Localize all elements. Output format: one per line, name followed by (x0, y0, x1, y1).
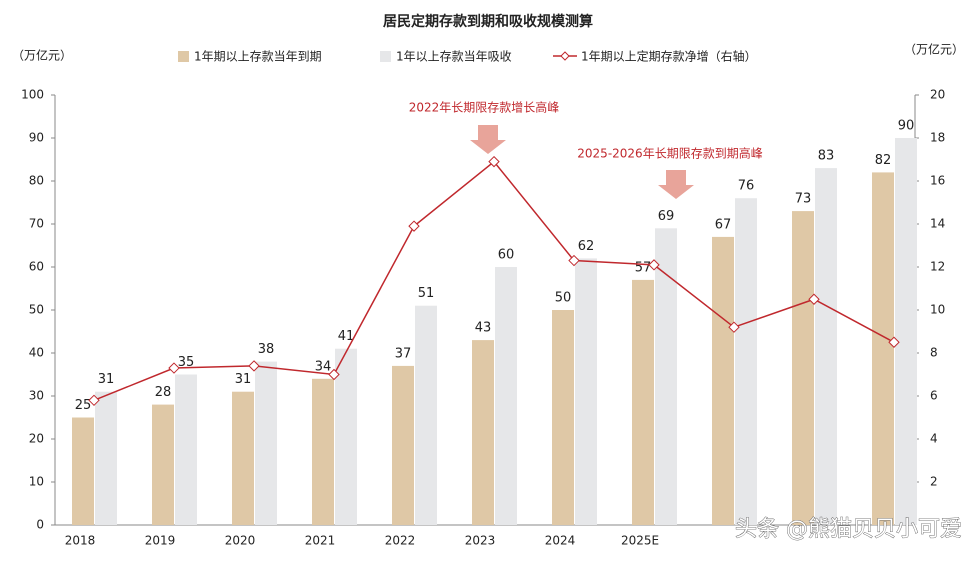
value-label: 31 (235, 372, 252, 387)
bar (575, 258, 597, 525)
line-marker (328, 368, 340, 381)
value-label: 31 (98, 372, 115, 387)
y2-tick-label: 4 (930, 432, 938, 446)
x-tick-label: 2024 (545, 534, 576, 548)
y-tick-label: 30 (29, 389, 44, 403)
y-tick-label: 40 (29, 346, 44, 360)
y-tick-label: 20 (29, 432, 44, 446)
annotation-arrow (470, 125, 506, 154)
annotation-arrow (658, 170, 694, 199)
line-marker (808, 293, 820, 305)
line-marker (88, 394, 100, 407)
y-tick-label: 50 (29, 303, 44, 317)
line-marker (248, 360, 260, 372)
y2-tick-label: 2 (930, 475, 938, 489)
annotation: 2025-2026年长期限存款到期高峰 (577, 146, 762, 161)
value-label: 34 (315, 359, 332, 374)
value-label: 41 (338, 329, 355, 344)
bar (392, 365, 414, 525)
value-label: 82 (875, 153, 892, 168)
y-tick-label: 80 (29, 174, 44, 188)
bar (255, 361, 277, 525)
line-marker (488, 155, 500, 168)
y2-tick-label: 10 (930, 303, 945, 317)
bar (415, 305, 437, 525)
value-label: 38 (258, 342, 275, 357)
y2-axis-label: （万亿元） (904, 42, 964, 57)
x-tick-label: 2022 (385, 534, 416, 548)
value-label: 43 (475, 321, 492, 336)
bar (735, 198, 757, 525)
value-label: 69 (658, 209, 675, 224)
line-marker (568, 254, 580, 267)
value-label: 60 (498, 248, 515, 263)
y-tick-label: 70 (29, 217, 44, 231)
line-marker (408, 220, 420, 232)
y2-tick-label: 6 (930, 389, 938, 403)
bar (632, 279, 654, 525)
value-label: 76 (738, 179, 755, 194)
y-tick-label: 0 (36, 518, 44, 532)
legend-swatch (178, 51, 189, 62)
line-marker (728, 321, 740, 333)
bar (495, 267, 517, 525)
x-tick-label: 2018 (65, 534, 96, 548)
bar (872, 172, 894, 525)
y2-tick-label: 14 (930, 217, 945, 231)
y-tick-label: 90 (29, 131, 44, 145)
bar (95, 391, 117, 525)
value-label: 25 (75, 398, 92, 413)
x-tick-label: 2019 (145, 534, 176, 548)
legend-label: 1年期以上存款当年到期 (194, 50, 322, 64)
bar (152, 404, 174, 525)
bar (72, 417, 94, 525)
value-label: 62 (578, 239, 595, 254)
bar (712, 236, 734, 525)
y-tick-label: 60 (29, 260, 44, 274)
y2-tick-label: 12 (930, 260, 945, 274)
value-label: 90 (898, 119, 915, 134)
bar (792, 211, 814, 525)
legend-swatch (380, 51, 391, 62)
bar (232, 391, 254, 525)
line-marker (648, 259, 660, 271)
bar (175, 374, 197, 525)
bar (312, 378, 334, 525)
watermark: 头条 @熊猫贝贝小可爱 (735, 517, 962, 542)
x-tick-label: 2021 (305, 534, 336, 548)
value-label: 67 (715, 217, 732, 232)
value-label: 35 (178, 355, 195, 370)
x-tick-label: 2020 (225, 534, 256, 548)
y-axis-label: （万亿元） (12, 48, 72, 63)
line-marker (888, 336, 900, 348)
value-label: 73 (795, 192, 812, 207)
y-tick-label: 100 (21, 88, 44, 102)
value-label: 57 (635, 260, 652, 275)
value-label: 51 (418, 286, 435, 301)
y2-tick-label: 8 (930, 346, 938, 360)
value-label: 37 (395, 346, 412, 361)
bar (335, 348, 357, 525)
bar (815, 168, 837, 525)
line-marker (168, 362, 180, 374)
y-tick-label: 10 (29, 475, 44, 489)
bar (655, 228, 677, 526)
x-tick-label: 2025E (621, 534, 659, 548)
chart-title: 居民定期存款到期和吸收规模测算 (383, 13, 593, 30)
x-tick-label: 2023 (465, 534, 496, 548)
value-label: 83 (818, 149, 835, 164)
bar (472, 340, 494, 525)
value-label: 50 (555, 291, 572, 306)
value-label: 28 (155, 385, 172, 400)
annotation: 2022年长期限存款增长高峰 (409, 100, 560, 115)
bar (552, 310, 574, 525)
bar (895, 138, 917, 525)
legend-label: 1年期以上定期存款净增（右轴） (581, 49, 757, 64)
y2-tick-label: 16 (930, 174, 945, 188)
legend-label: 1年以上存款当年吸收 (396, 50, 512, 64)
y2-tick-label: 20 (930, 88, 945, 102)
y2-tick-label: 18 (930, 131, 945, 145)
legend-marker (560, 51, 570, 61)
